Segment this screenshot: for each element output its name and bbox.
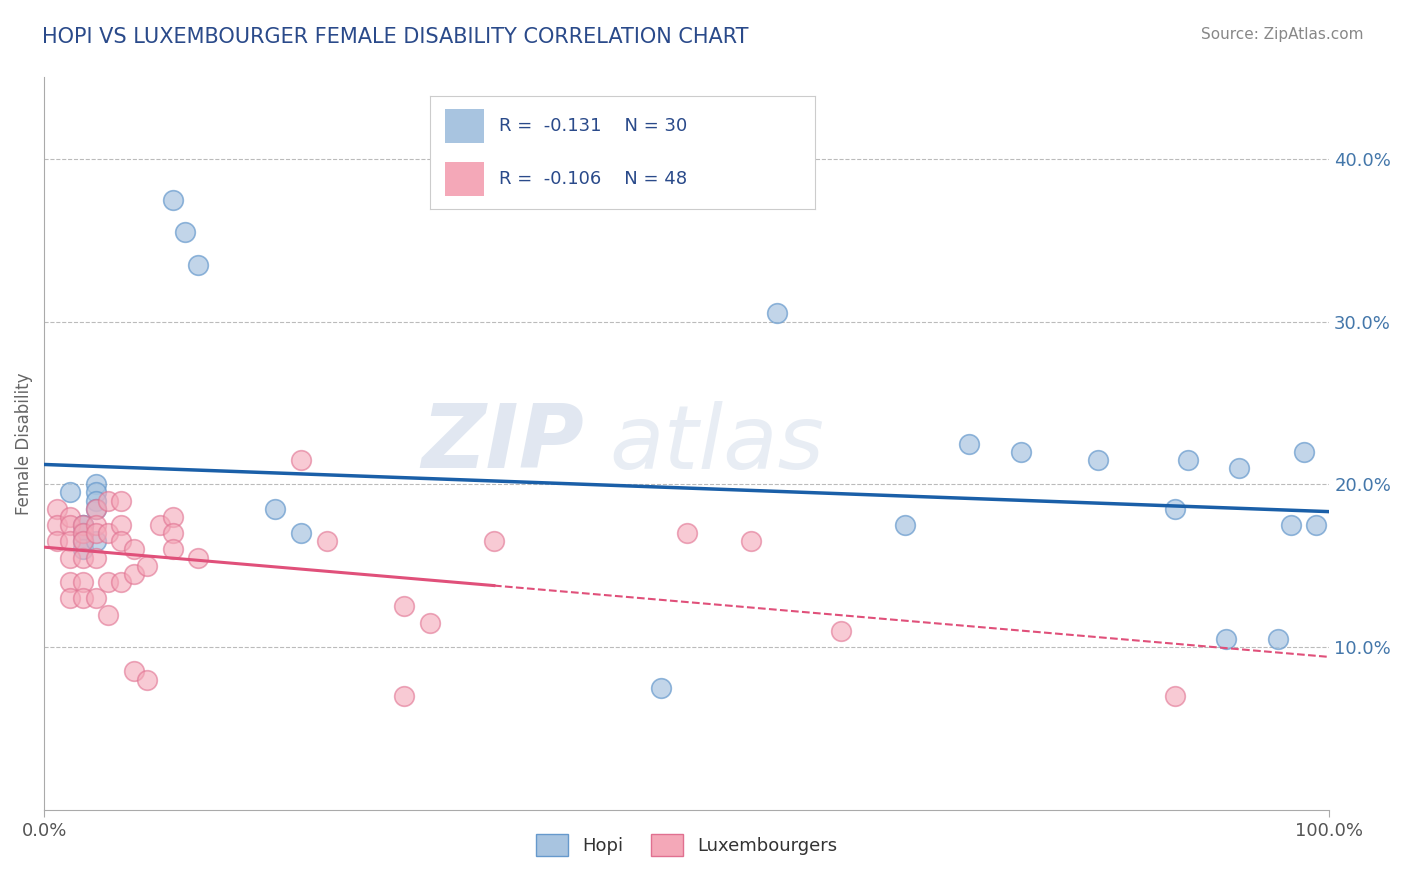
Point [59, 485, 82, 500]
Point [72, 534, 94, 549]
Point [84, 534, 107, 549]
Point [110, 534, 132, 549]
Text: ZIP: ZIP [422, 401, 583, 487]
Point [419, 615, 441, 630]
Point [1010, 444, 1032, 458]
Point [1164, 689, 1187, 703]
Point [84, 591, 107, 606]
Point [72, 526, 94, 541]
Point [957, 436, 980, 450]
Point [110, 518, 132, 533]
Point [46, 501, 69, 516]
Point [84, 477, 107, 491]
Point [1267, 632, 1289, 646]
Point [894, 518, 917, 533]
Point [72, 518, 94, 533]
Point [59, 550, 82, 565]
Point [72, 591, 94, 606]
Point [1279, 518, 1302, 533]
Point [122, 542, 145, 557]
Point [174, 225, 197, 239]
Point [1292, 444, 1315, 458]
Point [135, 558, 157, 573]
Point [1177, 453, 1199, 467]
Point [187, 258, 209, 272]
Text: atlas: atlas [610, 401, 824, 487]
Point [72, 542, 94, 557]
Point [84, 526, 107, 541]
Point [650, 681, 672, 695]
Y-axis label: Female Disability: Female Disability [15, 372, 32, 515]
Point [830, 624, 852, 638]
Point [162, 509, 184, 524]
Point [740, 534, 762, 549]
Point [110, 574, 132, 589]
Point [59, 591, 82, 606]
Text: HOPI VS LUXEMBOURGER FEMALE DISABILITY CORRELATION CHART: HOPI VS LUXEMBOURGER FEMALE DISABILITY C… [42, 27, 748, 46]
Point [110, 493, 132, 508]
Legend: Hopi, Luxembourgers: Hopi, Luxembourgers [529, 827, 845, 863]
Point [72, 550, 94, 565]
Point [1215, 632, 1237, 646]
Point [97, 574, 120, 589]
Point [162, 542, 184, 557]
Point [482, 534, 505, 549]
Point [72, 518, 94, 533]
Point [97, 493, 120, 508]
Point [84, 518, 107, 533]
Text: Source: ZipAtlas.com: Source: ZipAtlas.com [1201, 27, 1364, 42]
Point [675, 526, 697, 541]
Point [392, 689, 415, 703]
Point [765, 306, 787, 320]
Point [290, 453, 312, 467]
Point [162, 526, 184, 541]
Point [264, 501, 287, 516]
Point [84, 550, 107, 565]
Point [84, 485, 107, 500]
Point [72, 518, 94, 533]
Point [290, 526, 312, 541]
Point [46, 534, 69, 549]
Point [84, 501, 107, 516]
Point [122, 566, 145, 581]
Point [59, 574, 82, 589]
Point [72, 526, 94, 541]
Point [162, 193, 184, 207]
Point [84, 493, 107, 508]
Point [46, 518, 69, 533]
Point [392, 599, 415, 614]
Point [315, 534, 337, 549]
Point [1227, 461, 1250, 475]
Point [59, 534, 82, 549]
Point [97, 526, 120, 541]
Point [122, 665, 145, 679]
Point [1087, 453, 1109, 467]
Point [97, 607, 120, 622]
Point [59, 509, 82, 524]
Point [72, 534, 94, 549]
Point [72, 574, 94, 589]
Point [135, 673, 157, 687]
Point [1305, 518, 1327, 533]
Point [84, 501, 107, 516]
Point [1164, 501, 1187, 516]
Point [187, 550, 209, 565]
Point [149, 518, 172, 533]
Point [59, 518, 82, 533]
